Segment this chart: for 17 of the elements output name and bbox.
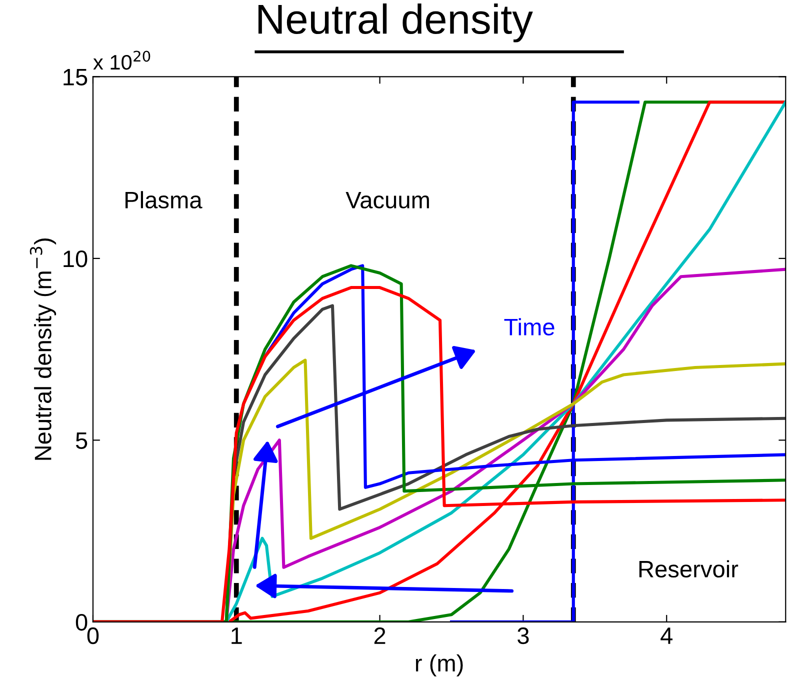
annotation: Vacuum bbox=[346, 192, 429, 208]
x-tick-label: 2 bbox=[374, 627, 386, 644]
y-tick-label: 15 bbox=[64, 69, 88, 86]
x-tick-label: 0 bbox=[87, 627, 99, 644]
y-tick-label: 10 bbox=[64, 250, 88, 268]
x-tick-label: 3 bbox=[518, 627, 529, 644]
x-tick-label: 4 bbox=[660, 628, 672, 644]
text: x 10$^{20}$ bbox=[93, 50, 150, 70]
y-axis-title: Neutral density (m$^{−3}$) bbox=[30, 238, 56, 460]
y-tick-label: 5 bbox=[76, 432, 88, 449]
annotation: Reservoir bbox=[639, 560, 738, 578]
chart-title: Neutral density bbox=[258, 3, 533, 42]
y-tick-label: 0 bbox=[76, 614, 88, 631]
x-axis-title: r (m) bbox=[416, 654, 463, 676]
annotation: Time bbox=[504, 318, 554, 336]
annotation: Plasma bbox=[126, 191, 202, 208]
x-tick-label: 1 bbox=[232, 628, 242, 644]
